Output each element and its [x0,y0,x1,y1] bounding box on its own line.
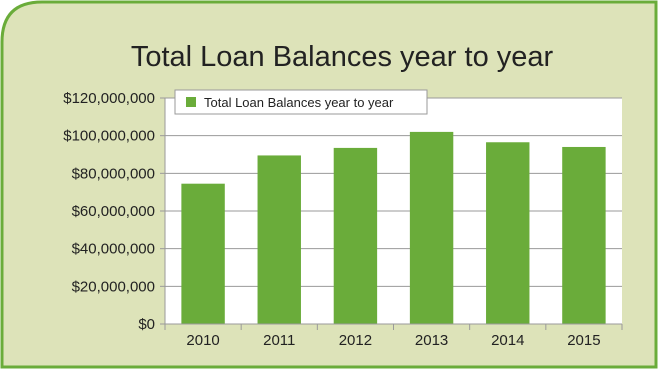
y-tick-label: $40,000,000 [72,241,155,258]
x-tick-label: 2014 [491,332,524,349]
legend-label: Total Loan Balances year to year [204,95,394,110]
y-tick-label: $0 [138,316,155,333]
bar [257,155,301,324]
x-tick-label: 2012 [339,332,372,349]
x-tick-label: 2011 [263,332,295,349]
bar [562,146,606,324]
bar [486,142,530,324]
x-tick-label: 2013 [415,332,448,349]
legend-swatch [186,97,196,107]
axes [160,97,623,330]
x-tick-label: 2015 [567,332,600,349]
chart-title: Total Loan Balances year to year [131,41,554,73]
bar [333,147,378,324]
x-axis-tick-labels: 2010 2011 2012 2013 2014 2015 [186,332,600,349]
x-tick-label: 2010 [186,332,219,349]
y-tick-label: $60,000,000 [72,203,155,220]
legend: Total Loan Balances year to year [174,89,428,115]
legend-box [174,89,428,115]
y-tick-label: $80,000,000 [72,165,155,182]
bar [181,183,225,324]
y-axis-tick-labels: $0 $20,000,000 $40,000,000 $60,000,000 $80,0… [63,90,155,333]
y-tick-label: $20,000,000 [72,278,155,295]
bar [409,131,454,324]
y-tick-label: $100,000,000 [63,128,155,145]
bars [181,131,606,324]
y-tick-label: $120,000,000 [63,90,155,107]
